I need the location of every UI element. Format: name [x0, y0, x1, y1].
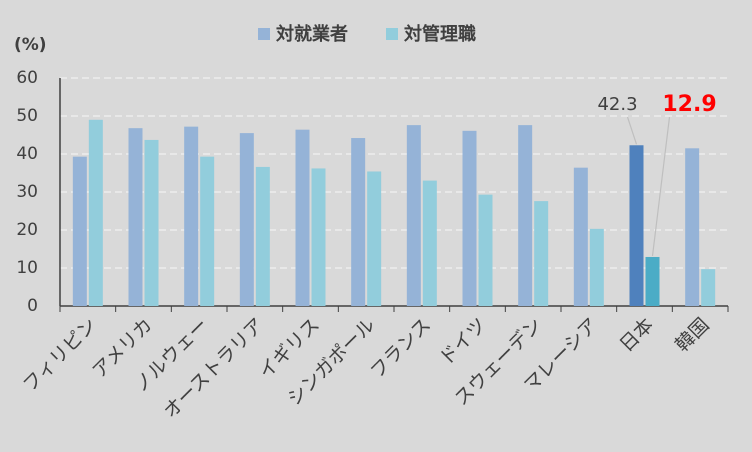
value-label: 12.9 [662, 92, 716, 117]
bar [462, 130, 477, 306]
legend-swatch [386, 28, 398, 40]
y-axis-label: (%) [14, 35, 47, 55]
leader-line [626, 116, 638, 145]
bar [589, 228, 604, 306]
bar [701, 269, 716, 306]
bar [239, 133, 254, 306]
value-label: 42.3 [597, 94, 637, 115]
y-tick-label: 0 [27, 296, 38, 316]
bar [128, 128, 143, 306]
bar [685, 148, 700, 306]
bar [351, 138, 366, 306]
bar [518, 125, 533, 307]
leader-line [651, 116, 671, 257]
x-tick-label: オーストラリア [159, 314, 268, 423]
bar [184, 126, 199, 306]
bar [629, 145, 644, 306]
y-tick-label: 60 [16, 68, 38, 88]
bar [645, 256, 660, 306]
x-tick-label: フランス [366, 314, 435, 383]
bar [311, 168, 326, 306]
x-tick-label: フィリピン [19, 314, 101, 396]
legend-label: 対就業者 [275, 23, 348, 45]
y-tick-label: 10 [16, 258, 38, 278]
bar [72, 156, 87, 306]
y-tick-label: 20 [16, 220, 38, 240]
y-tick-label: 30 [16, 182, 38, 202]
x-tick-label: 韓国 [671, 314, 713, 356]
legend-label: 対管理職 [403, 23, 476, 45]
y-tick-label: 40 [16, 144, 38, 164]
bar [534, 201, 549, 306]
bar [367, 171, 382, 306]
bar [573, 167, 588, 306]
bar [255, 166, 270, 306]
bar [144, 139, 159, 306]
y-tick-label: 50 [16, 106, 38, 126]
x-tick-label: 日本 [615, 314, 657, 356]
bar [295, 129, 310, 306]
bar [88, 119, 103, 306]
bar [478, 194, 493, 306]
bar [200, 156, 215, 306]
bar [422, 180, 437, 306]
bar [406, 125, 421, 307]
legend-swatch [258, 28, 270, 40]
